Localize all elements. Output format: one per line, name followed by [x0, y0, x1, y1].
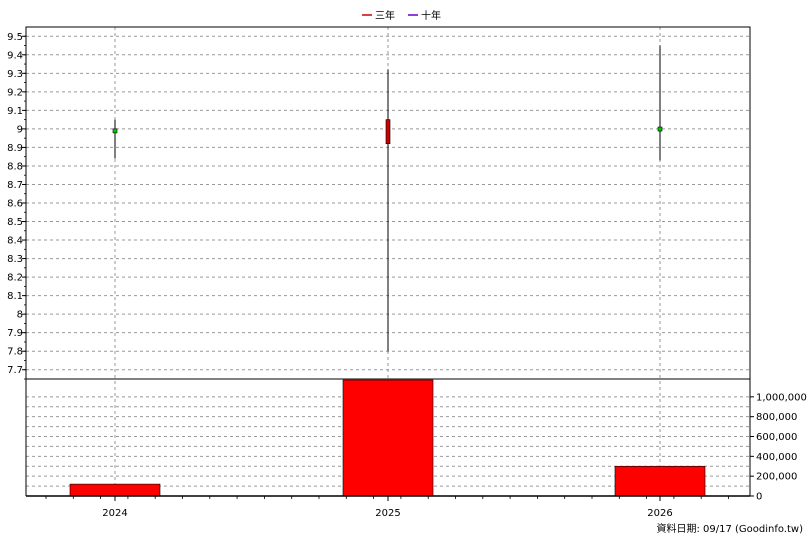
- candle-body-2024: [112, 128, 118, 134]
- footer-date-label: 資料日期: 09/17 (Goodinfo.tw): [656, 522, 803, 535]
- volume-tick-label: 600,000: [756, 432, 797, 443]
- volume-tick-label: 1,000,000: [756, 392, 807, 403]
- upper-plot-frame: [25, 26, 751, 380]
- price-tick-label: 8.8: [7, 161, 23, 172]
- legend-label-ten-year: 十年: [421, 9, 441, 22]
- price-tick-label: 8.3: [7, 254, 23, 265]
- price-tick-label: 9.1: [7, 106, 23, 117]
- x-tick-label-2026: 2026: [647, 508, 672, 519]
- candle-body-2026: [657, 126, 663, 132]
- marks-layer: [69, 45, 706, 497]
- price-tick-label: 9.3: [7, 69, 23, 80]
- volume-tick-label: 800,000: [756, 412, 797, 423]
- price-tick-label: 9.4: [7, 50, 23, 61]
- volume-bar-2025: [342, 379, 434, 497]
- price-tick-label: 8.4: [7, 236, 23, 247]
- candle-body-2025: [385, 119, 391, 145]
- volume-bar-2024: [69, 483, 161, 497]
- legend-label-three-year: 三年: [375, 9, 395, 22]
- price-tick-label: 9.2: [7, 87, 23, 98]
- price-tick-label: 8.2: [7, 273, 23, 284]
- price-tick-label: 8.9: [7, 143, 23, 154]
- price-tick-label: 9: [17, 124, 23, 135]
- price-tick-label: 8.5: [7, 217, 23, 228]
- price-tick-label: 8.1: [7, 291, 23, 302]
- x-tick-label-2025: 2025: [375, 508, 400, 519]
- price-tick-label: 7.9: [7, 328, 23, 339]
- price-tick-label: 9.5: [7, 32, 23, 43]
- price-tick-label: 8.6: [7, 199, 23, 210]
- volume-tick-label: 200,000: [756, 472, 797, 483]
- volume-tick-label: 0: [756, 492, 762, 503]
- x-tick-label-2024: 2024: [102, 508, 127, 519]
- price-tick-label: 7.7: [7, 365, 23, 376]
- price-tick-label: 7.8: [7, 347, 23, 358]
- price-tick-label: 8.7: [7, 180, 23, 191]
- volume-tick-label: 400,000: [756, 452, 797, 463]
- volume-bar-2026: [614, 465, 706, 497]
- legend: 三年 十年: [362, 9, 441, 22]
- price-tick-label: 8: [17, 310, 23, 321]
